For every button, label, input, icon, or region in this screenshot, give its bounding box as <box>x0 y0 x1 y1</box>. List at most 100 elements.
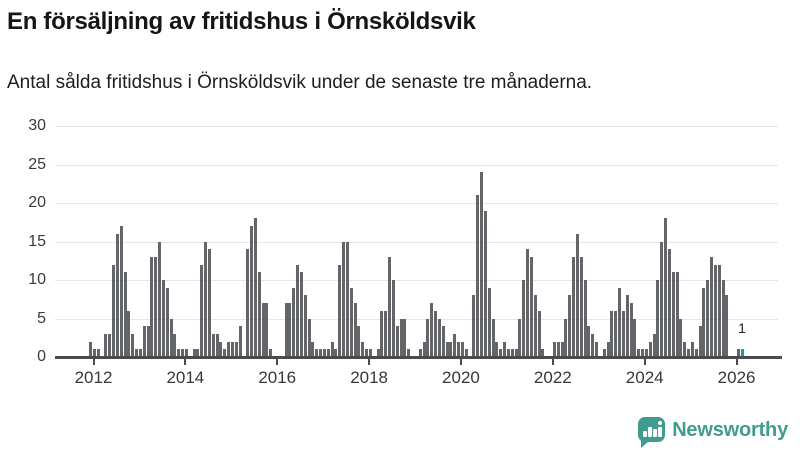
x-axis-label: 2022 <box>533 368 572 387</box>
gridline-15 <box>55 241 778 243</box>
bar <box>253 218 257 357</box>
bar <box>219 341 223 357</box>
bar <box>664 218 668 357</box>
bar <box>338 264 342 357</box>
bar <box>138 349 142 357</box>
bar <box>572 256 576 357</box>
bar <box>319 349 323 357</box>
bar <box>119 226 123 357</box>
x-axis-label: 2020 <box>442 368 480 387</box>
x-axis <box>55 356 782 359</box>
bar <box>322 349 326 357</box>
bar <box>595 341 599 357</box>
x-axis-tick <box>551 358 554 365</box>
bar <box>503 341 507 357</box>
bar <box>131 333 135 357</box>
bar <box>526 249 530 357</box>
bar <box>533 295 537 357</box>
bar <box>529 256 533 357</box>
bar <box>641 349 645 357</box>
bar <box>154 256 158 357</box>
bar <box>675 272 679 357</box>
bar <box>606 341 610 357</box>
bar <box>227 341 231 357</box>
bar <box>472 295 476 357</box>
bar <box>246 249 250 357</box>
bar <box>89 341 92 357</box>
x-axis-tick <box>184 358 187 365</box>
x-axis-tick <box>459 358 462 365</box>
bar <box>349 287 353 357</box>
bar <box>445 341 449 357</box>
x-axis-label: 2026 <box>717 368 756 387</box>
x-axis-tick <box>643 358 646 365</box>
bar <box>671 272 675 357</box>
y-axis-label: 20 <box>28 194 46 211</box>
bar <box>192 349 196 357</box>
bar <box>698 326 702 357</box>
bar <box>284 303 288 357</box>
bar <box>717 264 721 357</box>
bar <box>614 310 618 357</box>
bar <box>453 333 457 357</box>
y-axis-label: 5 <box>37 309 46 327</box>
bar <box>618 287 622 357</box>
bar <box>441 326 445 357</box>
bar <box>368 349 372 357</box>
bar <box>177 349 181 357</box>
x-axis-label: 2016 <box>258 368 297 387</box>
bar <box>537 310 541 357</box>
bar <box>583 280 587 357</box>
bar <box>142 326 146 357</box>
bar <box>591 333 595 357</box>
bar <box>579 256 583 357</box>
bar <box>361 341 365 357</box>
bar <box>434 310 438 357</box>
bar <box>292 287 296 357</box>
bar <box>96 349 100 357</box>
bar <box>330 341 334 357</box>
bar <box>480 172 484 357</box>
chart-title: En försäljning av fritidshus i Örnskölds… <box>7 8 476 35</box>
bar <box>380 310 384 357</box>
bar <box>135 349 138 357</box>
bar <box>334 349 338 357</box>
bar <box>169 318 173 357</box>
y-axis-label: 25 <box>28 155 46 173</box>
x-axis-tick <box>368 358 371 365</box>
bar <box>464 349 468 357</box>
bar <box>211 333 215 357</box>
bar <box>250 226 254 357</box>
bar <box>115 233 119 357</box>
bar <box>460 341 464 357</box>
bar <box>403 318 407 357</box>
y-axis-label: 15 <box>28 232 46 250</box>
bar <box>706 280 710 357</box>
gridline-20 <box>55 203 778 204</box>
x-axis-tick <box>276 358 279 365</box>
bar <box>223 349 227 357</box>
bar <box>625 295 629 357</box>
bar <box>637 349 641 357</box>
bar <box>376 349 380 357</box>
bar <box>303 295 307 357</box>
bar <box>112 264 115 357</box>
bar <box>506 349 510 357</box>
bar <box>560 341 564 357</box>
bar <box>679 318 683 357</box>
bar <box>345 241 349 357</box>
bar <box>407 349 411 357</box>
gridline-30 <box>55 126 778 127</box>
y-axis-label: 0 <box>37 348 46 365</box>
bar <box>365 349 369 357</box>
bar <box>656 280 660 357</box>
bar <box>483 210 487 357</box>
bar <box>399 318 403 357</box>
gridline-25 <box>55 164 778 166</box>
newsworthy-logo: Newsworthy <box>638 414 788 448</box>
bar <box>391 280 395 357</box>
bar <box>265 303 269 357</box>
bar <box>161 280 165 357</box>
bar <box>652 333 656 357</box>
